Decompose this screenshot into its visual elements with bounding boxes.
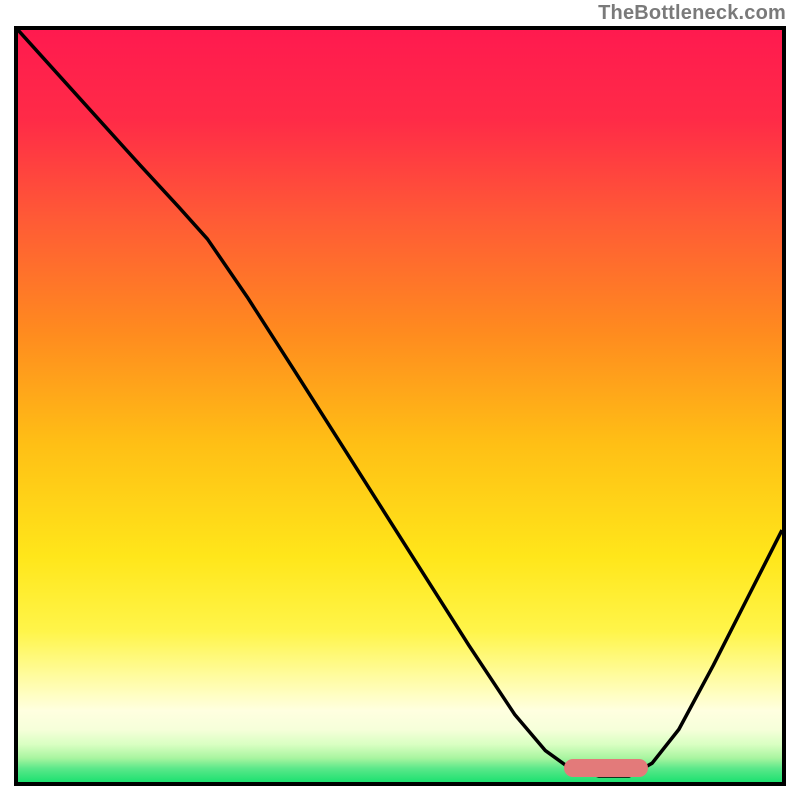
chart-frame: [14, 26, 786, 786]
attribution-text: TheBottleneck.com: [598, 2, 786, 25]
bottleneck-curve: [18, 30, 782, 782]
curve-path: [18, 30, 782, 776]
optimal-range-marker: [564, 759, 648, 777]
